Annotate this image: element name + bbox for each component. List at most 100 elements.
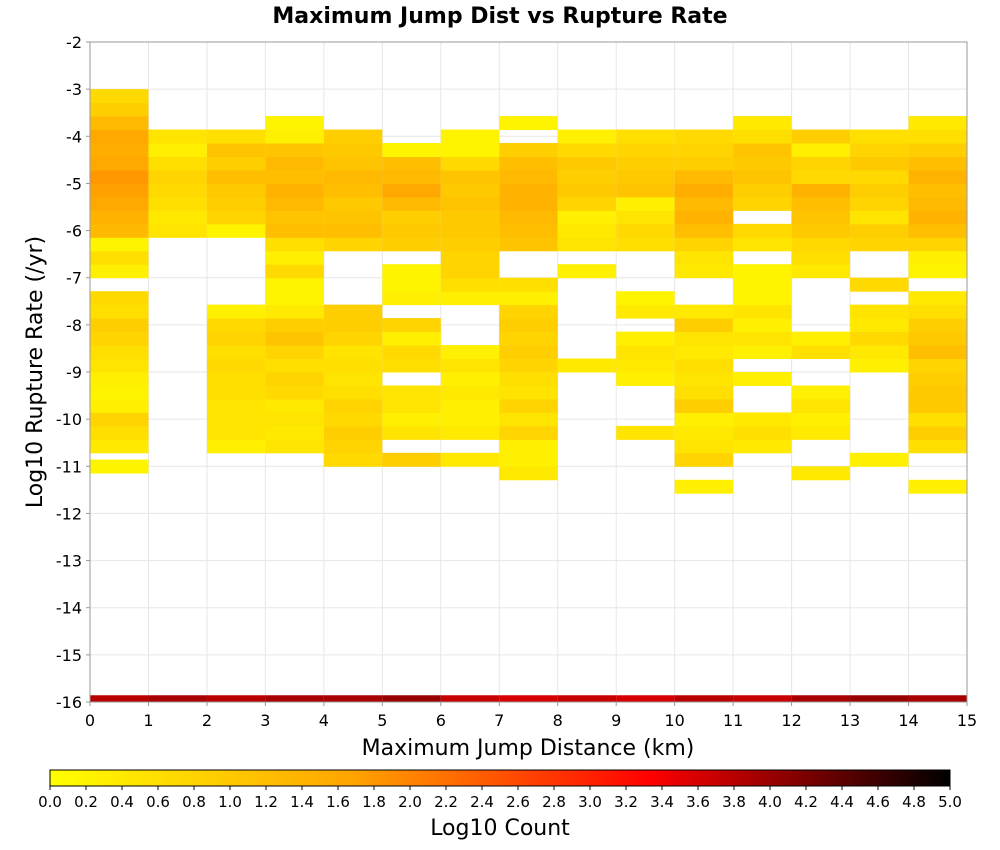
heatmap-cell	[557, 695, 617, 703]
heatmap-cell	[499, 210, 558, 225]
heatmap-cell	[148, 169, 207, 184]
heatmap-cell	[908, 425, 967, 440]
heatmap-cell	[674, 143, 734, 158]
heatmap-cell	[616, 304, 675, 319]
heatmap-cell	[733, 318, 792, 333]
heatmap-cell	[440, 358, 500, 373]
heatmap-cell	[90, 196, 149, 211]
heatmap-cell	[908, 264, 967, 279]
heatmap-cell	[908, 398, 967, 413]
heatmap-cell	[206, 385, 266, 400]
heatmap-cell	[440, 264, 500, 279]
heatmap-cell	[499, 358, 558, 373]
heatmap-cell	[323, 358, 383, 373]
heatmap-cell	[382, 143, 441, 158]
heatmap-cell	[850, 277, 909, 292]
heatmap-cell	[616, 695, 675, 703]
heatmap-cell	[323, 398, 383, 413]
heatmap-cell	[674, 196, 734, 211]
heatmap-cell	[674, 358, 734, 373]
heatmap-cell	[557, 129, 617, 144]
x-tick-label: 8	[553, 711, 563, 730]
heatmap-cell	[90, 331, 149, 346]
heatmap-cell	[90, 345, 149, 360]
heatmap-cell	[90, 116, 149, 131]
heatmap-cell	[616, 331, 675, 346]
colorbar-tick-label: 3.0	[578, 793, 602, 811]
heatmap-cell	[850, 169, 909, 184]
heatmap-cell	[265, 695, 324, 703]
heatmap-cell	[265, 304, 324, 319]
heatmap-cell	[206, 358, 266, 373]
heatmap-cell	[674, 479, 734, 494]
heatmap-cell	[791, 425, 851, 440]
heatmap-cell	[90, 459, 149, 474]
heatmap-cell	[90, 89, 149, 104]
heatmap-cell	[733, 116, 792, 131]
y-tick-label: -7	[66, 269, 82, 288]
heatmap-cell	[791, 466, 851, 481]
heatmap-cell	[323, 318, 383, 333]
heatmap-cell	[265, 439, 324, 454]
heatmap-cell	[206, 156, 266, 171]
heatmap-cell	[733, 412, 792, 427]
x-tick-label: 7	[494, 711, 504, 730]
heatmap-cell	[499, 318, 558, 333]
y-tick-label: -15	[56, 646, 82, 665]
heatmap-cell	[90, 412, 149, 427]
heatmap-cell	[499, 412, 558, 427]
x-tick-label: 2	[202, 711, 212, 730]
colorbar-tick-label: 2.2	[434, 793, 458, 811]
heatmap-cell	[440, 129, 500, 144]
colorbar-tick-label: 2.8	[542, 793, 566, 811]
heatmap-cell	[733, 223, 792, 238]
heatmap-cell	[791, 237, 851, 252]
heatmap-cell	[557, 169, 617, 184]
x-tick-label: 0	[85, 711, 95, 730]
x-axis-label: Maximum Jump Distance (km)	[362, 736, 695, 761]
heatmap-cell	[499, 196, 558, 211]
heatmap-cell	[148, 196, 207, 211]
heatmap-cell	[90, 223, 149, 238]
heatmap-cell	[616, 425, 675, 440]
heatmap-cell	[733, 372, 792, 386]
heatmap-cell	[206, 183, 266, 198]
y-tick-label: -11	[56, 457, 82, 476]
heatmap-cell	[382, 183, 441, 198]
heatmap-cell	[674, 331, 734, 346]
heatmap-cell	[616, 183, 675, 198]
colorbar-tick-label: 2.0	[398, 793, 422, 811]
heatmap-cell	[908, 372, 967, 386]
heatmap-cell	[265, 223, 324, 238]
heatmap-cell	[206, 412, 266, 427]
heatmap-cell	[499, 156, 558, 171]
heatmap-cell	[791, 695, 851, 703]
heatmap-cell	[323, 412, 383, 427]
y-tick-label: -13	[56, 552, 82, 571]
heatmap-cell	[440, 277, 500, 292]
heatmap-cell	[850, 223, 909, 238]
colorbar-tick-label: 4.6	[866, 793, 890, 811]
heatmap-cell	[499, 439, 558, 454]
y-axis-label: Log10 Rupture Rate (/yr)	[23, 236, 48, 508]
colorbar-tick-label: 4.2	[794, 793, 818, 811]
heatmap-cell	[616, 237, 675, 252]
heatmap-cell	[440, 372, 500, 386]
heatmap-cell	[440, 183, 500, 198]
heatmap-cell	[90, 439, 149, 454]
y-tick-label: -2	[66, 33, 82, 52]
heatmap-cell	[791, 169, 851, 184]
heatmap-cell	[616, 129, 675, 144]
heatmap-cell	[206, 345, 266, 360]
heatmap-cell	[265, 237, 324, 252]
heatmap-cell	[674, 156, 734, 171]
x-tick-label: 15	[957, 711, 977, 730]
heatmap-cell	[323, 372, 383, 386]
heatmap-cell	[791, 156, 851, 171]
heatmap-cell	[382, 358, 441, 373]
heatmap-cell	[908, 237, 967, 252]
colorbar-tick-label: 0.0	[38, 793, 62, 811]
heatmap-cell	[499, 452, 558, 467]
heatmap-cell	[440, 143, 500, 158]
colorbar-tick-label: 2.6	[506, 793, 530, 811]
